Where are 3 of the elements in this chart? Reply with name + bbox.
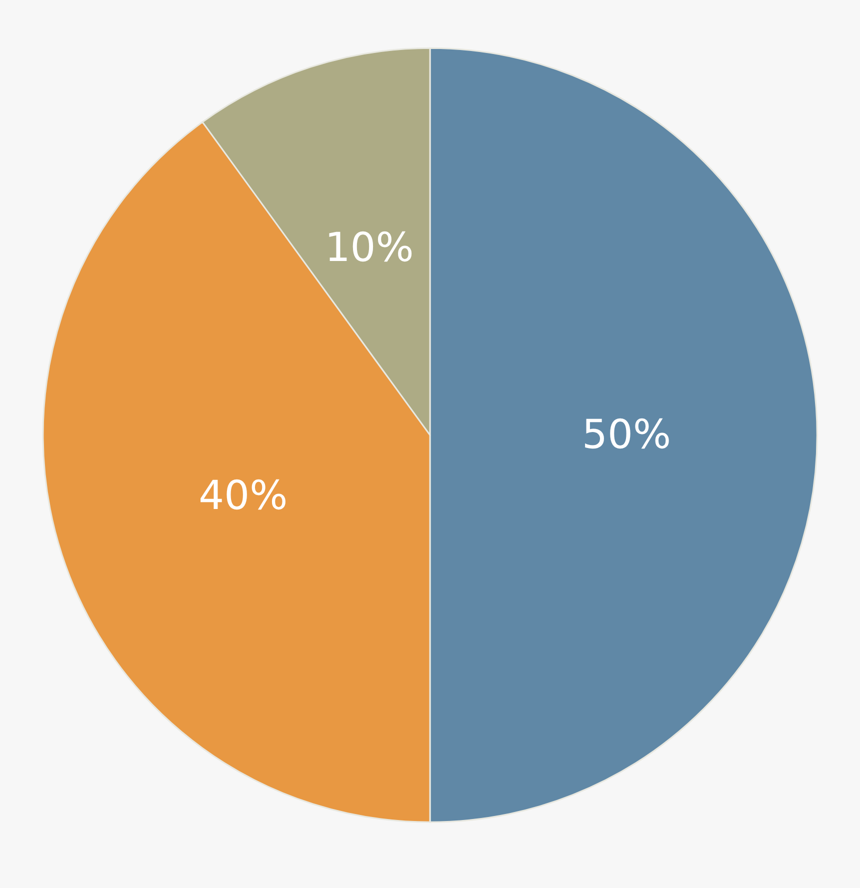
- data-label: 40%: [198, 472, 288, 519]
- data-label: 10%: [324, 225, 414, 272]
- data-label: 50%: [582, 412, 671, 458]
